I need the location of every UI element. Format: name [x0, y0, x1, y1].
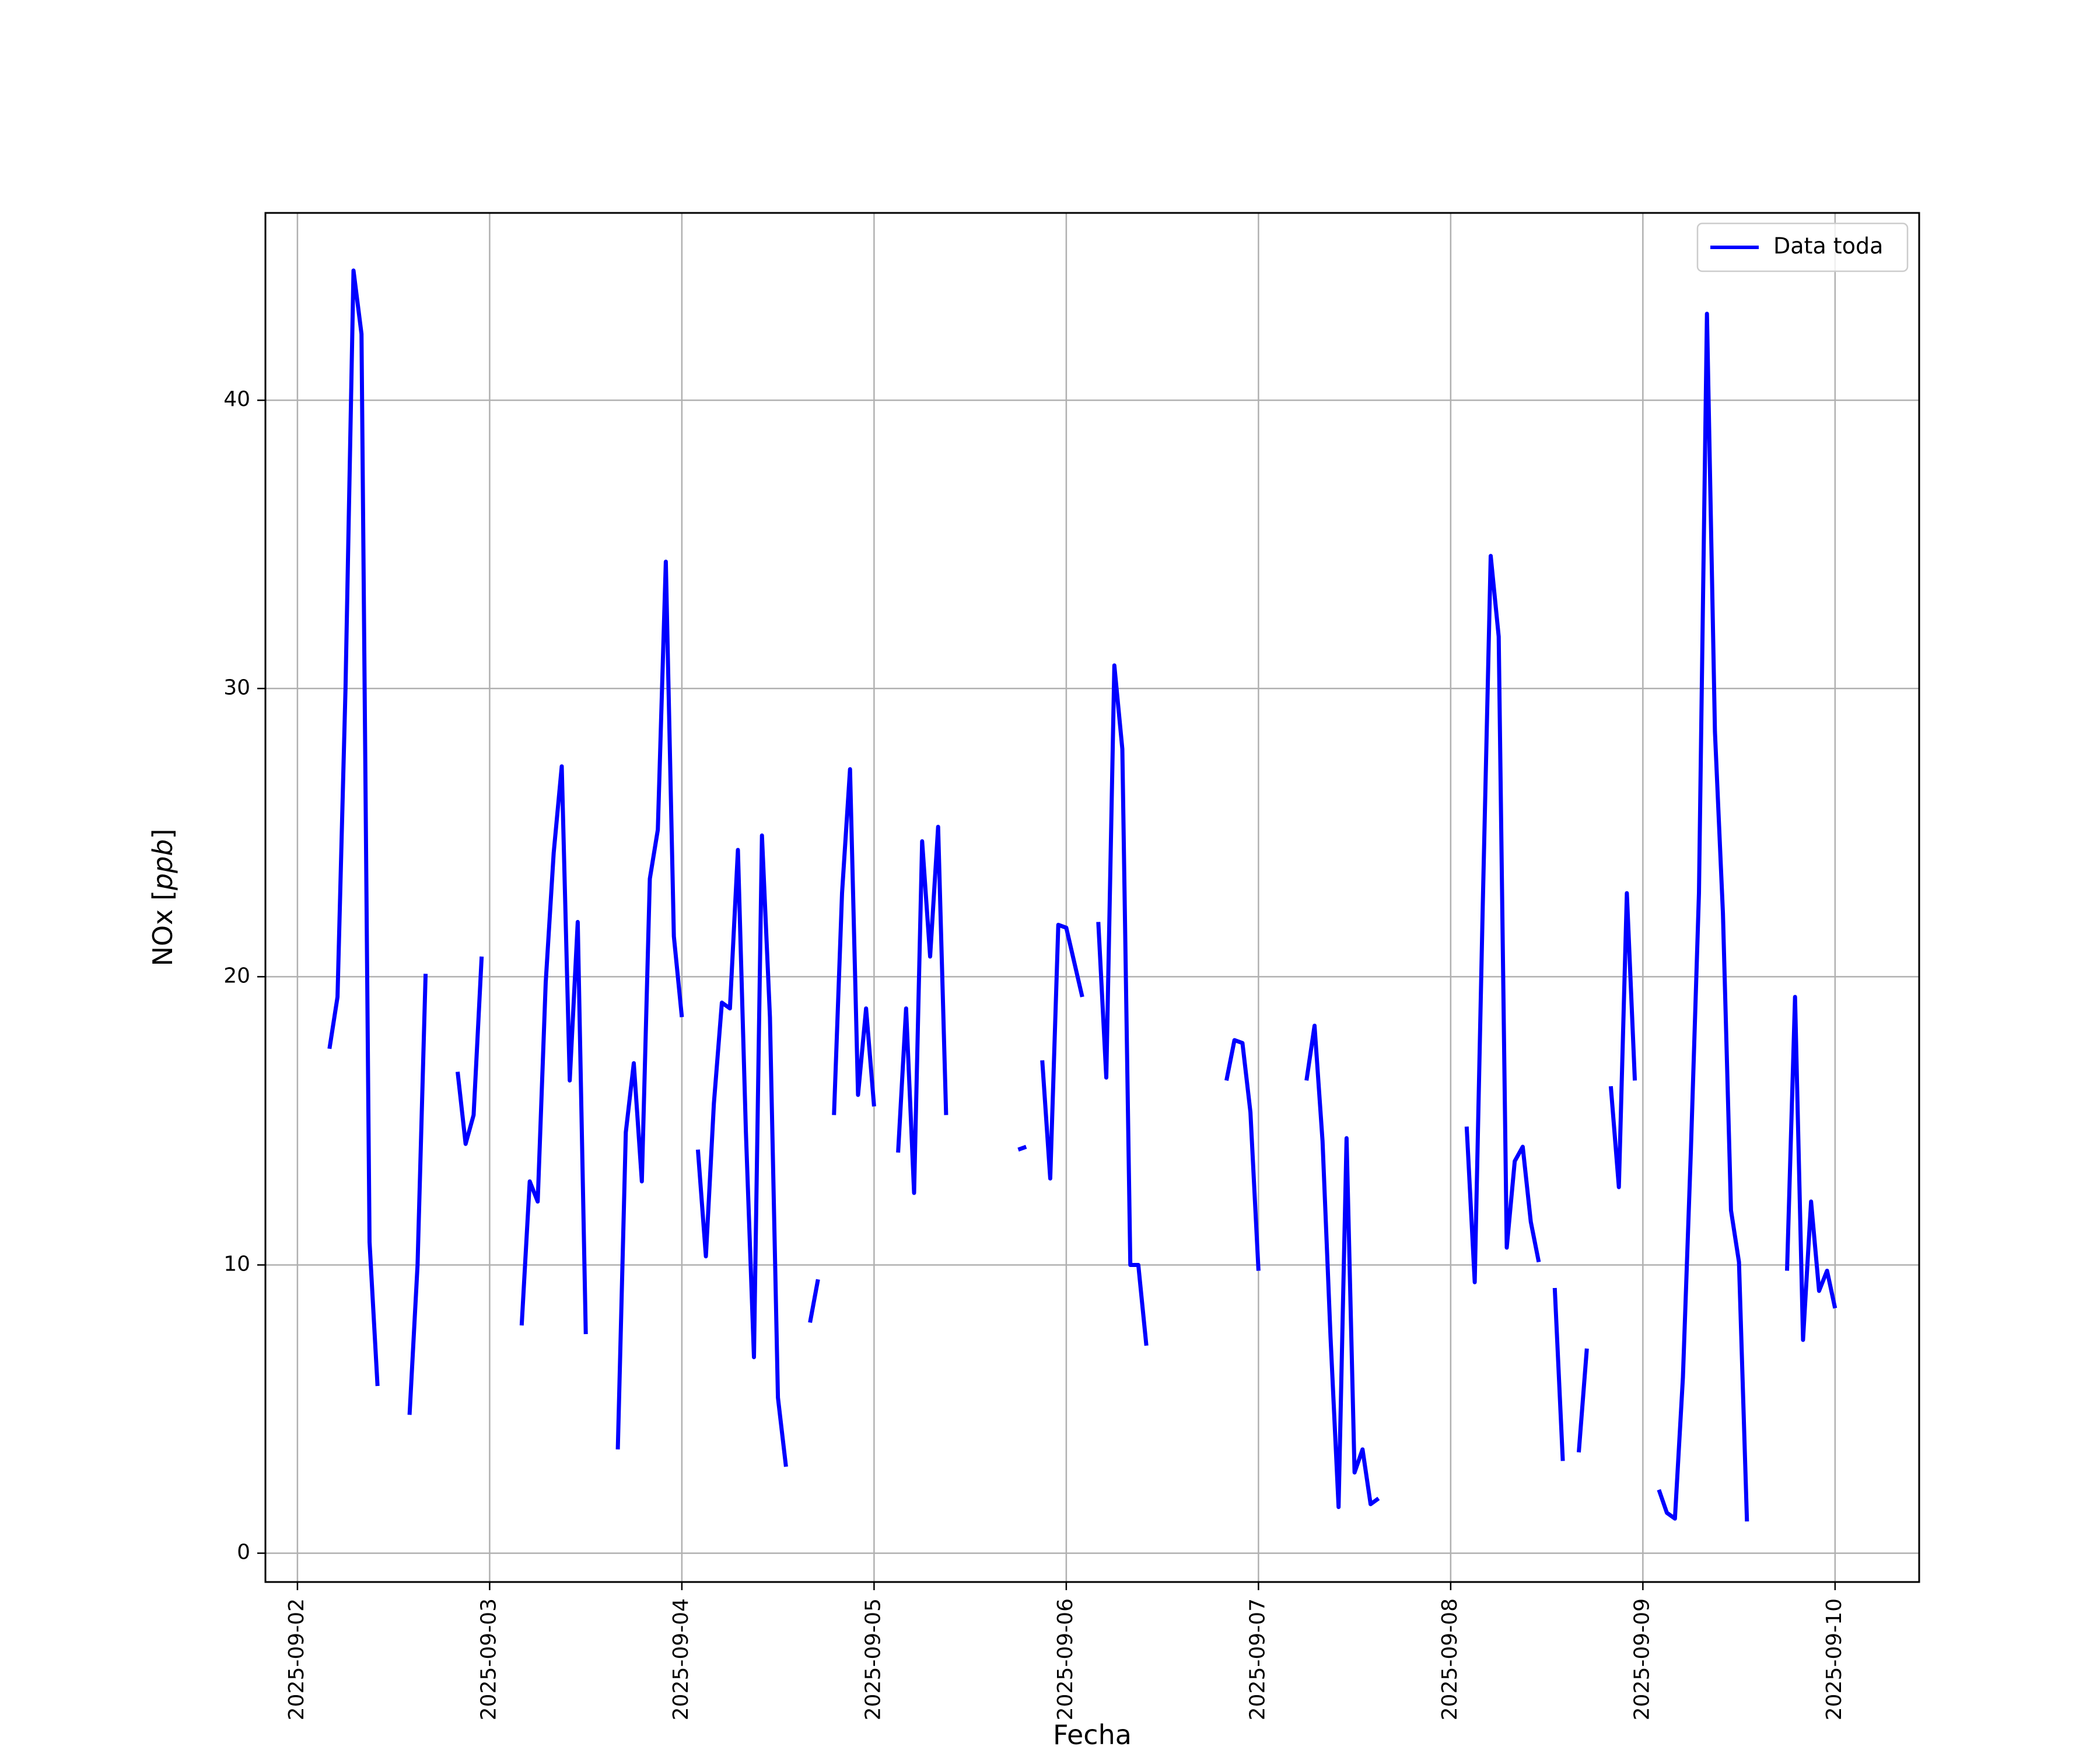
x-tick-label: 2025-09-05	[861, 1598, 885, 1720]
x-tick-label: 2025-09-06	[1054, 1598, 1077, 1720]
series-line-segment	[1040, 922, 1084, 1181]
grid	[265, 213, 1919, 1582]
y-axis: 0 10 20 30 40	[223, 387, 265, 1564]
series-line-segment	[407, 974, 428, 1415]
series-line-segment	[1657, 312, 1749, 1522]
y-tick-label: 10	[223, 1252, 250, 1276]
series-line-segment	[1785, 995, 1838, 1342]
x-tick-label: 2025-09-02	[285, 1598, 309, 1720]
legend-label-data-toda: Data toda	[1773, 233, 1883, 259]
series-line-segment	[1552, 1287, 1565, 1461]
series-line-segment	[695, 833, 788, 1467]
y-tick-label: 0	[237, 1541, 250, 1564]
series-line-segment	[808, 1279, 820, 1323]
series-line-segment	[1096, 663, 1149, 1346]
legend: Data toda	[1696, 222, 1909, 272]
x-tick-label: 2025-09-10	[1822, 1598, 1846, 1720]
x-tick-label: 2025-09-04	[669, 1598, 693, 1720]
x-tick-label: 2025-09-08	[1438, 1598, 1462, 1720]
series-line-segment	[519, 764, 588, 1335]
series-line-segment	[1608, 891, 1637, 1189]
y-tick-label: 20	[223, 964, 250, 988]
series-line-segment	[615, 559, 684, 1450]
x-tick-label: 2025-09-03	[477, 1598, 501, 1720]
x-axis: 2025-09-02 2025-09-03 2025-09-04 2025-09-05…	[285, 1582, 1846, 1720]
series-line-segment	[1577, 1348, 1589, 1452]
series-line-segment	[1224, 1038, 1261, 1271]
x-tick-label: 2025-09-07	[1245, 1598, 1269, 1720]
series-line-segment	[896, 824, 949, 1195]
y-axis-label: NOx [ppb]	[147, 829, 178, 967]
series-line-segment	[456, 956, 484, 1146]
series-line-segment	[1017, 1144, 1027, 1152]
series-line-segment	[1304, 1023, 1380, 1509]
legend-box	[1696, 222, 1909, 272]
series-data-toda	[327, 268, 1838, 1522]
series-line-segment	[832, 767, 876, 1115]
plot-frame	[264, 212, 1920, 1583]
series-line-segment	[1464, 554, 1541, 1284]
y-tick-label: 40	[223, 387, 250, 411]
x-axis-label: Fecha	[1053, 1719, 1132, 1750]
x-tick-label: 2025-09-09	[1630, 1598, 1654, 1720]
series-line-segment	[327, 268, 380, 1387]
y-tick-label: 30	[223, 676, 250, 699]
